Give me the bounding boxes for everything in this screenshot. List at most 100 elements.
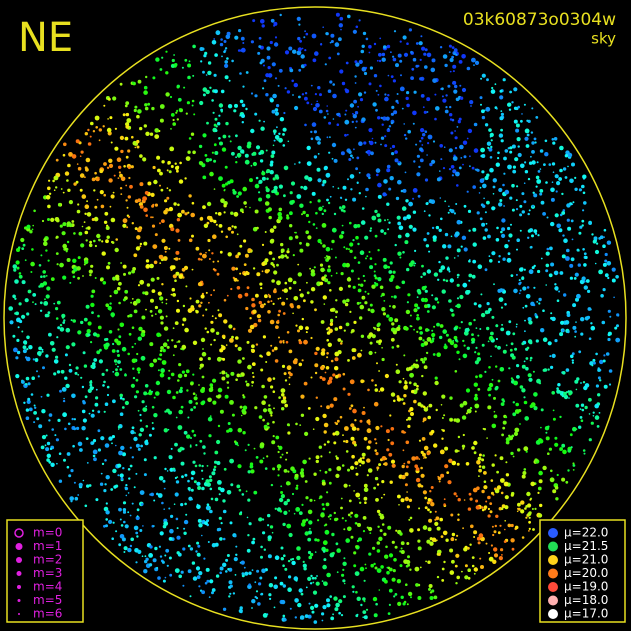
star [319,263,324,267]
star [487,507,490,511]
star [202,253,207,259]
star [294,473,299,478]
star [272,93,277,99]
star [408,224,413,229]
star [451,532,456,537]
star [105,337,109,341]
star [176,84,180,89]
star [41,409,46,414]
star [353,99,357,104]
star [500,491,504,495]
star [286,331,290,334]
star [199,439,203,443]
star [572,462,575,465]
star [101,240,104,243]
star [241,211,244,214]
star [566,218,570,222]
star [154,203,158,207]
star [265,93,269,97]
star [206,465,209,467]
star [327,515,330,518]
star [565,480,569,484]
star [366,173,371,178]
star [400,74,402,77]
star [195,299,200,304]
star [421,144,424,146]
star [269,40,273,45]
star [225,374,230,378]
star [525,450,528,453]
star [420,343,425,347]
star [447,244,452,249]
star [210,386,214,389]
star [220,110,223,113]
star [456,350,460,354]
star [370,151,374,156]
star [355,522,358,525]
star [123,272,126,276]
star [45,294,50,299]
star [270,160,274,164]
star [324,371,327,374]
star [191,268,194,271]
star [566,248,570,253]
star [533,193,538,198]
star [25,416,30,421]
star [504,303,507,306]
star [355,235,359,240]
star [594,403,599,409]
star [180,461,185,466]
star [551,391,555,395]
star [473,122,478,127]
star [354,461,359,466]
star [399,59,403,63]
star [228,595,231,598]
star [221,370,226,375]
star [271,531,274,534]
star [364,301,368,305]
star [197,544,201,548]
star [467,209,472,213]
star [549,246,553,251]
star [384,457,388,460]
star [513,380,518,386]
star [529,356,533,360]
star [325,246,331,252]
star [398,380,402,384]
star [356,539,360,543]
star [528,320,533,325]
star [516,248,518,251]
star [551,316,556,322]
star [335,310,338,314]
star [497,157,500,160]
star [326,603,331,608]
star [98,139,101,142]
star [312,223,316,226]
star [82,400,86,403]
star [273,270,278,275]
star [295,231,297,234]
star [143,569,148,574]
star [115,368,118,372]
star [236,484,241,489]
star [319,469,322,472]
star [82,351,86,355]
star [422,525,428,530]
star [271,349,275,352]
star [232,327,236,331]
star [538,297,542,302]
star [348,484,351,487]
star [242,357,245,360]
star [123,165,126,168]
star [394,150,398,154]
star [63,142,67,147]
star [300,394,305,399]
star [238,488,242,492]
star [202,175,207,180]
star [193,113,196,116]
star [431,431,434,433]
star [326,440,330,444]
star [64,171,70,176]
star [280,388,286,393]
star [265,73,270,78]
